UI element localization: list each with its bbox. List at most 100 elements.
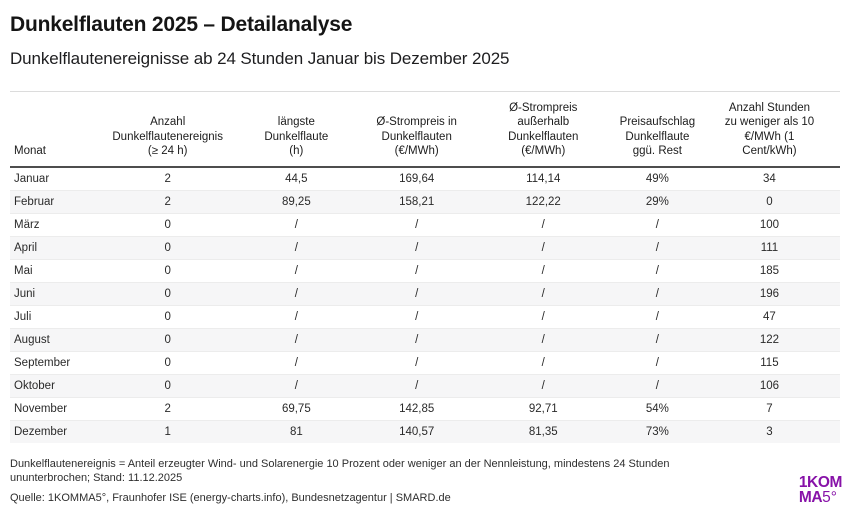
value-cell: / — [362, 235, 471, 260]
value-cell: / — [615, 258, 699, 283]
logo-line-2: MA5° — [798, 488, 837, 506]
month-cell: März — [10, 212, 106, 237]
value-cell: 92,71 — [470, 396, 616, 421]
value-cell: 3 — [698, 419, 840, 444]
value-cell: / — [362, 350, 471, 375]
value-cell: / — [615, 373, 699, 398]
value-cell: / — [229, 281, 363, 306]
table-row: April 0 / / / / 111 — [10, 235, 840, 260]
value-cell: 0 — [105, 373, 230, 398]
value-cell: 0 — [105, 258, 230, 283]
footnote-line-1: Dunkelflautenereignis = Anteil erzeugter… — [10, 458, 670, 471]
value-cell: / — [470, 212, 616, 237]
page-title: Dunkelflauten 2025 – Detailanalyse — [10, 13, 353, 36]
value-cell: 73% — [615, 419, 699, 444]
value-cell: 2 — [105, 396, 230, 421]
value-cell: 158,21 — [362, 189, 471, 214]
column-header-anzahl-stunden-billig: Anzahl Stunden zu weniger als 10 €/MWh (… — [698, 91, 840, 169]
value-cell: 122,22 — [470, 189, 616, 214]
month-cell: November — [10, 396, 106, 421]
value-cell: 0 — [105, 281, 230, 306]
value-cell: / — [470, 304, 616, 329]
month-cell: Februar — [10, 189, 106, 214]
value-cell: 54% — [615, 396, 699, 421]
value-cell: 2 — [105, 189, 230, 214]
value-cell: / — [362, 304, 471, 329]
value-cell: / — [362, 258, 471, 283]
value-cell: 29% — [615, 189, 699, 214]
column-header-strompreis-ausserhalb-dunkelflauten: Ø-Strompreis außerhalb Dunkelflauten (€/… — [470, 91, 616, 169]
column-header-preisaufschlag: Preisaufschlag Dunkelflaute ggü. Rest — [615, 91, 699, 169]
table-row: November 2 69,75 142,85 92,71 54% 7 — [10, 396, 840, 421]
table-row: Juli 0 / / / / 47 — [10, 304, 840, 329]
table-row: März 0 / / / / 100 — [10, 212, 840, 237]
value-cell: / — [615, 350, 699, 375]
value-cell: 169,64 — [399, 172, 435, 185]
value-cell: / — [229, 258, 363, 283]
month-cell: Mai — [10, 258, 106, 283]
value-cell: 47 — [698, 304, 840, 329]
month-cell: Juni — [10, 281, 106, 306]
month-cell: September — [10, 350, 106, 375]
value-cell: / — [362, 281, 471, 306]
value-cell: / — [229, 327, 363, 352]
value-cell: / — [470, 327, 616, 352]
table-row: Oktober 0 / / / / 106 — [10, 373, 840, 398]
column-header-strompreis-in-dunkelflauten: Ø-Strompreis in Dunkelflauten (€/MWh) — [362, 91, 471, 169]
footnote: Dunkelflautenereignis = Anteil erzeugter… — [10, 457, 720, 505]
value-cell: / — [470, 235, 616, 260]
value-cell: 122 — [698, 327, 840, 352]
value-cell: / — [615, 212, 699, 237]
value-cell: / — [229, 304, 363, 329]
value-cell: 69,75 — [229, 396, 363, 421]
value-cell: 49% — [645, 172, 669, 185]
value-cell: 1 — [105, 419, 230, 444]
dunkelflauten-table: Monat Anzahl Dunkelflautenereignis (≥ 24… — [10, 91, 840, 444]
value-cell: 185 — [698, 258, 840, 283]
value-cell: / — [362, 327, 471, 352]
value-cell: 106 — [698, 373, 840, 398]
value-cell: 81 — [229, 419, 363, 444]
value-cell: 115 — [698, 350, 840, 375]
value-cell: / — [615, 327, 699, 352]
page-subtitle: Dunkelflautenereignisse ab 24 Stunden Ja… — [10, 49, 510, 68]
value-cell: 0 — [105, 304, 230, 329]
month-cell: April — [10, 235, 106, 260]
value-cell: 0 — [105, 212, 230, 237]
value-cell: / — [362, 373, 471, 398]
value-cell: / — [470, 350, 616, 375]
month-cell: Dezember — [10, 419, 106, 444]
column-header-monat: Monat — [10, 91, 106, 169]
value-cell: 0 — [105, 235, 230, 260]
month-cell: Oktober — [10, 373, 106, 398]
month-cell: Juli — [10, 304, 106, 329]
table-row: August 0 / / / / 122 — [10, 327, 840, 352]
table-row: Februar 2 89,25 158,21 122,22 29% 0 — [10, 189, 840, 214]
table-row: Mai 0 / / / / 185 — [10, 258, 840, 283]
value-cell: / — [470, 281, 616, 306]
value-cell: / — [615, 235, 699, 260]
value-cell: / — [615, 281, 699, 306]
table-row: Dezember 1 81 140,57 81,35 73% 3 — [10, 419, 840, 444]
column-header-laengste-dunkelflaute: längste Dunkelflaute (h) — [229, 91, 363, 169]
value-cell: 0 — [698, 189, 840, 214]
value-cell: 0 — [105, 350, 230, 375]
value-cell: 89,25 — [229, 189, 363, 214]
value-cell: / — [470, 373, 616, 398]
month-cell: Januar — [14, 172, 50, 185]
value-cell: / — [229, 373, 363, 398]
value-cell: 34 — [763, 172, 776, 185]
column-header-anzahl-ereignisse: Anzahl Dunkelflautenereignis (≥ 24 h) — [105, 91, 230, 169]
value-cell: 81,35 — [470, 419, 616, 444]
table-row: Juni 0 / / / / 196 — [10, 281, 840, 306]
table-body: Januar 2 44,5 169,64 114,14 49% 34 Febru… — [10, 167, 840, 444]
value-cell: / — [229, 212, 363, 237]
value-cell: / — [362, 212, 471, 237]
value-cell: 2 — [164, 172, 171, 185]
table-row: September 0 / / / / 115 — [10, 350, 840, 375]
table-header: Monat Anzahl Dunkelflautenereignis (≥ 24… — [10, 91, 840, 169]
value-cell: 111 — [698, 235, 840, 260]
value-cell: 0 — [105, 327, 230, 352]
value-cell: / — [470, 258, 616, 283]
